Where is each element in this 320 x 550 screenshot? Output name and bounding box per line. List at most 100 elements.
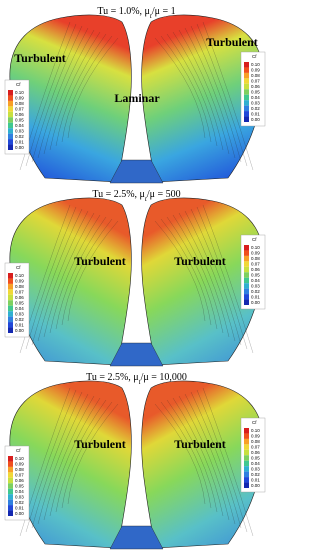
colorbar-tick-label: 0.02	[251, 472, 260, 477]
colorbar-cell	[244, 250, 249, 256]
colorbar: Cf0.100.090.080.070.060.050.040.030.020.…	[240, 234, 266, 310]
colorbar-cell	[244, 455, 249, 461]
colorbar-tick-label: 0.01	[15, 505, 24, 510]
streamline	[49, 31, 101, 151]
colorbar-tick-label: 0.08	[15, 284, 24, 289]
streamline	[190, 208, 242, 346]
colorbar-tick-label: 0.09	[251, 251, 260, 256]
streamline	[154, 220, 206, 322]
streamline	[25, 206, 77, 350]
colorbar-tick-label: 0.05	[251, 456, 260, 461]
colorbar-cell	[244, 288, 249, 295]
colorbar-cell	[244, 78, 249, 84]
streamline	[61, 218, 113, 326]
colorbar-tick-label: 0.02	[251, 106, 260, 111]
streamline	[49, 397, 101, 517]
colorbar-cell	[8, 95, 13, 101]
colorbar-cell	[8, 273, 13, 279]
streamline	[202, 21, 254, 171]
colorbar-cell	[8, 90, 13, 96]
region-label: Turbulent	[74, 437, 126, 451]
hub	[109, 342, 164, 367]
streamline	[37, 393, 89, 525]
region-label: Turbulent	[174, 437, 226, 451]
panel: Tu = 2.5%, μt/μ = 500 Turbulent Turbulent C…	[4, 189, 266, 367]
colorbar-cell	[8, 316, 13, 323]
colorbar-tick-label: 0.08	[251, 439, 260, 444]
streamline	[202, 387, 254, 537]
streamline	[160, 401, 212, 509]
streamline	[172, 214, 224, 334]
colorbar-tick-label: 0.05	[15, 301, 24, 306]
colorbar-tick-label: 0.05	[15, 118, 24, 123]
colorbar-tick-label: 0.03	[15, 311, 24, 316]
colorbar: Cf0.100.090.080.070.060.050.040.030.020.…	[4, 445, 30, 521]
region-label: Turbulent	[206, 35, 258, 49]
streamline	[31, 25, 83, 163]
colorbar-tick-label: 0.00	[251, 300, 260, 305]
colorbar-cell	[244, 100, 249, 106]
colorbar-tick-label: 0.01	[15, 322, 24, 327]
colorbar-cell	[8, 466, 13, 473]
streamline	[61, 401, 113, 509]
streamline	[61, 35, 113, 143]
colorbar-tick-label: 0.03	[15, 128, 24, 133]
colorbar-tick-label: 0.02	[251, 289, 260, 294]
title-suffix: /μ = 500	[147, 189, 181, 200]
colorbar-cell	[244, 482, 249, 488]
colorbar-tick-label: 0.05	[251, 90, 260, 95]
colorbar-tick-label: 0.03	[251, 100, 260, 105]
colorbar-cell	[244, 449, 249, 456]
streamline	[25, 389, 77, 533]
colorbar-cell	[8, 461, 13, 467]
colorbar-tick-label: 0.04	[15, 489, 24, 494]
colorbar-tick-label: 0.07	[15, 107, 24, 112]
colorbar-tick-label: 0.02	[15, 500, 24, 505]
streamline	[196, 206, 248, 350]
colorbar-cell	[8, 294, 13, 301]
colorbar-tick-label: 0.04	[251, 95, 260, 100]
panel-title: Tu = 2.5%, μt/μ = 500	[92, 189, 180, 203]
colorbar-tick-label: 0.09	[15, 96, 24, 101]
colorbar-cell	[244, 94, 249, 101]
colorbar-cell	[8, 499, 13, 506]
colorbar-tick-label: 0.02	[15, 134, 24, 139]
colorbar-tick-label: 0.04	[15, 306, 24, 311]
region-label: Laminar	[114, 91, 160, 105]
colorbar-cell	[244, 428, 249, 434]
colorbar-tick-label: 0.09	[15, 279, 24, 284]
region-label: Turbulent	[74, 254, 126, 268]
colorbar-cell	[8, 327, 13, 333]
colorbar-cell	[8, 300, 13, 306]
streamline	[55, 399, 107, 513]
colorbar: Cf0.100.090.080.070.060.050.040.030.020.…	[4, 79, 30, 155]
streamline	[67, 37, 119, 139]
colorbar-cell	[244, 438, 249, 445]
colorbar-tick-label: 0.06	[15, 295, 24, 300]
colorbar-tick-label: 0.08	[251, 256, 260, 261]
streamline	[31, 208, 83, 346]
streamline	[49, 214, 101, 334]
colorbar-cell	[244, 245, 249, 251]
colorbar-tick-label: 0.08	[251, 73, 260, 78]
colorbar: Cf0.100.090.080.070.060.050.040.030.020.…	[4, 262, 30, 338]
streamline	[178, 212, 230, 338]
colorbar-label: Cf	[16, 448, 21, 453]
colorbar-cell	[8, 111, 13, 118]
colorbar-label: Cf	[252, 420, 257, 425]
colorbar-cell	[244, 277, 249, 284]
colorbar-tick-label: 0.10	[15, 456, 24, 461]
colorbar-cell	[8, 289, 13, 295]
colorbar-tick-label: 0.06	[251, 267, 260, 272]
colorbar-cell	[244, 83, 249, 90]
colorbar-cell	[8, 144, 13, 150]
colorbar-tick-label: 0.05	[251, 273, 260, 278]
colorbar-cell	[8, 100, 13, 107]
colorbar-cell	[244, 89, 249, 95]
panel-title: Tu = 2.5%, μt/μ = 10,000	[86, 372, 187, 386]
title-sub: t	[150, 12, 153, 20]
colorbar-cell	[8, 472, 13, 478]
streamline	[43, 212, 95, 338]
streamline	[67, 403, 119, 505]
colorbar-tick-label: 0.10	[251, 428, 260, 433]
